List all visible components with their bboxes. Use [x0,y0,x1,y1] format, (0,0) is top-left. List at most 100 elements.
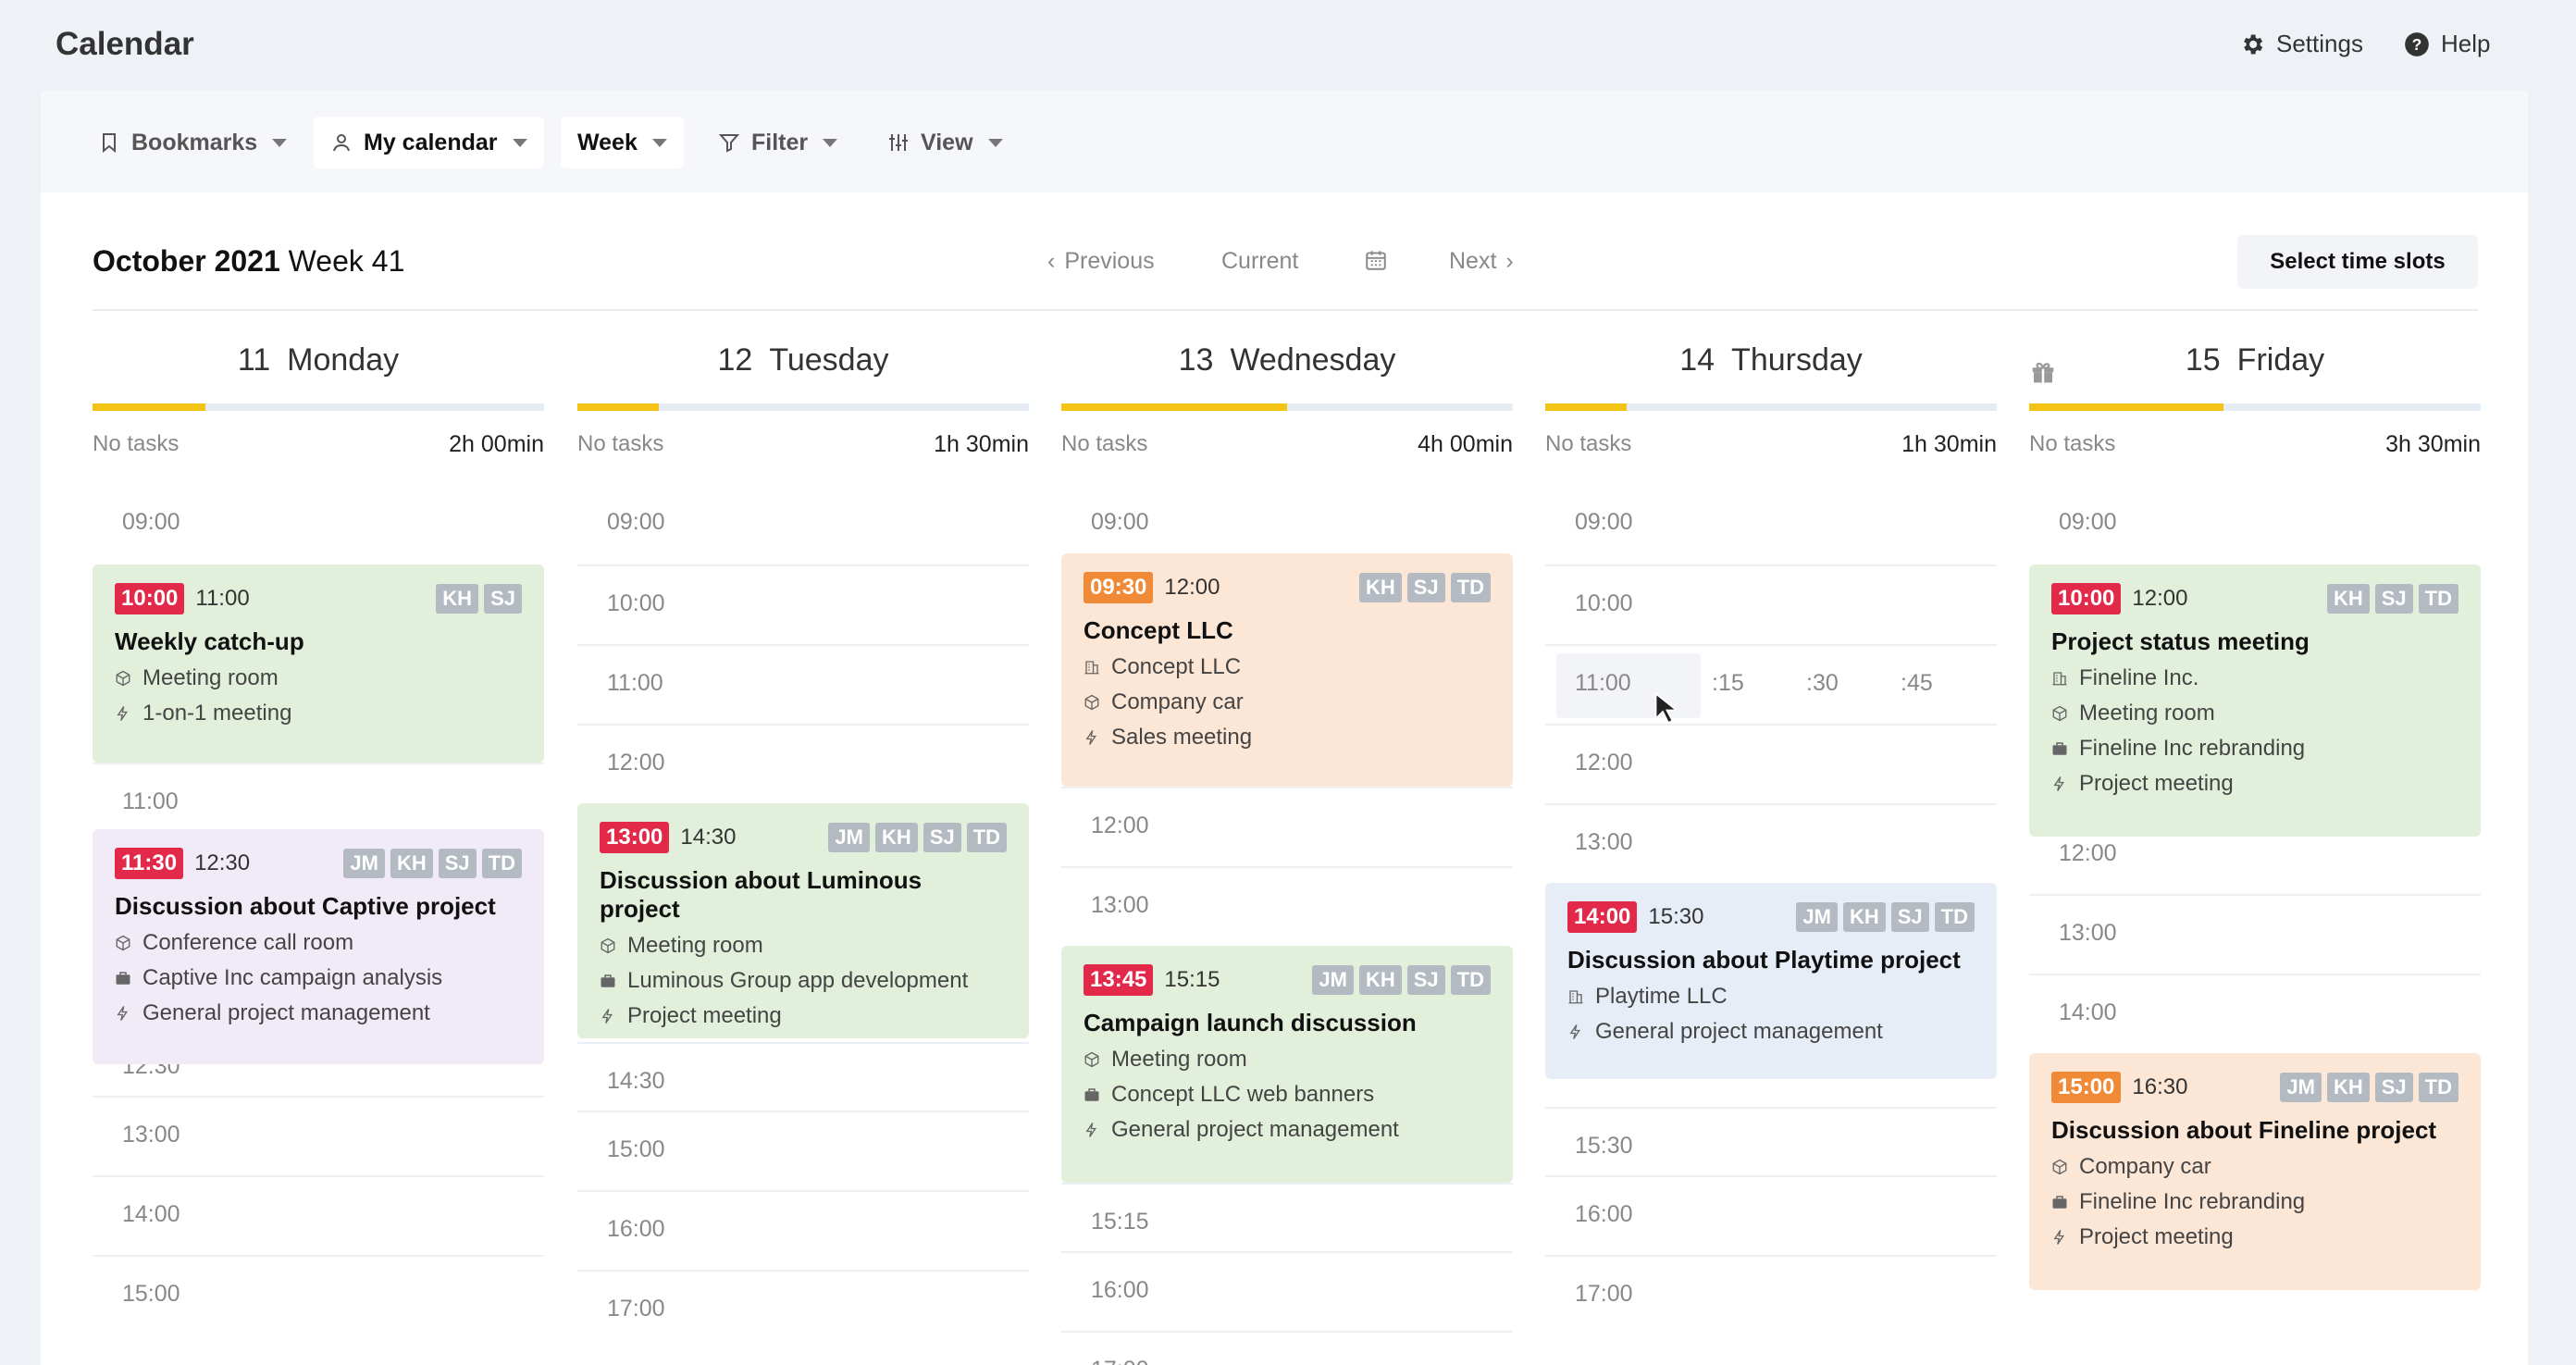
avatar[interactable]: KH [1842,902,1886,932]
help-link[interactable]: ? Help [2404,30,2490,58]
slot-time: 17:00 [1091,1357,1149,1365]
time-slot[interactable]: 16:00 [577,1190,1029,1270]
next-button[interactable]: Next › [1449,248,1514,275]
time-slot[interactable]: 09:00 [577,485,1029,565]
my-calendar-dropdown[interactable]: My calendar [314,117,544,168]
time-slot[interactable]: 14:00 [93,1175,544,1255]
event-card[interactable]: 10:00 11:00 KH SJ Weekly catch-up Meeting roo… [93,565,544,763]
day-header[interactable]: 12 Tuesday [577,342,1029,378]
avatar[interactable]: TD [1450,573,1491,602]
event-card[interactable]: 10:00 12:00 KH SJ TD Project status meeting Fi… [2029,565,2481,837]
time-slot[interactable]: 10:00 [1545,565,1997,644]
day-header[interactable]: 13 Wednesday [1061,342,1513,378]
avatar[interactable]: KH [436,584,479,614]
time-slot[interactable]: 11:00 [577,644,1029,724]
avatar[interactable]: TD [481,849,522,878]
event-detail: Company car [2051,1154,2458,1180]
quarter-slot[interactable]: :45 [1901,670,1933,696]
time-slot[interactable]: 15:15 [1061,1183,1513,1262]
time-slot[interactable]: 12:00 [1545,724,1997,803]
avatar[interactable]: SJ [923,823,961,852]
event-time-row: 10:00 12:00 KH SJ TD [2051,583,2458,614]
event-card[interactable]: 14:00 15:30 JM KH SJ TD Discussion about Playt… [1545,883,1997,1079]
event-card[interactable]: 11:30 12:30 JM KH SJ TD Discussion about Capti… [93,829,544,1064]
day-progress-bar [577,403,1029,411]
previous-button[interactable]: ‹ Previous [1047,248,1155,275]
day-number: 15 [2185,342,2221,378]
time-slot[interactable]: 13:00 [2029,894,2481,974]
avatar[interactable]: TD [2418,584,2458,614]
time-slot[interactable]: 15:00 [93,1255,544,1334]
date-picker-button[interactable] [1364,248,1388,272]
avatar[interactable]: KH [2326,1073,2370,1102]
time-slot[interactable]: 09:00 [1545,485,1997,565]
day-column-thursday: 14 Thursday No tasks 1h 30min 09:00 10:00:15:… [1545,342,1997,1365]
time-slot[interactable]: 12:00 [1061,787,1513,866]
event-card[interactable]: 09:30 12:00 KH SJ TD Concept LLC Concept LLC Co… [1061,553,1513,787]
current-button[interactable]: Current [1221,248,1298,275]
filter-dropdown[interactable]: Filter [701,117,854,168]
day-header[interactable]: 14 Thursday [1545,342,1997,378]
avatar[interactable]: SJ [1406,573,1445,602]
quarter-slot[interactable]: :15 [1712,670,1744,696]
avatar[interactable]: TD [1450,965,1491,995]
avatar[interactable]: SJ [1406,965,1445,995]
time-slot[interactable]: 11:00 [93,763,544,842]
time-slot[interactable]: 17:00 [1061,1331,1513,1365]
avatar[interactable]: TD [966,823,1007,852]
day-header[interactable]: 15 Friday [2029,342,2481,378]
bookmarks-dropdown[interactable]: Bookmarks [81,117,303,168]
my-calendar-label: My calendar [364,129,498,155]
event-card[interactable]: 13:00 14:30 JM KH SJ TD Discussion about Lumin… [577,803,1029,1038]
avatar[interactable]: SJ [438,849,477,878]
avatar[interactable]: SJ [2374,1073,2413,1102]
event-card[interactable]: 13:45 15:15 JM KH SJ TD Campaign launch discus… [1061,946,1513,1183]
avatar[interactable]: JM [1312,965,1354,995]
avatar[interactable]: JM [828,823,870,852]
avatar[interactable]: TD [2418,1073,2458,1102]
avatar[interactable]: TD [1934,902,1975,932]
time-slot[interactable]: 15:30 [1545,1107,1997,1186]
time-slot[interactable]: 16:00 [1061,1251,1513,1331]
time-slot[interactable]: 12:00 [577,724,1029,803]
day-number: 14 [1679,342,1715,378]
event-attendees: JM KH SJ TD [828,823,1007,852]
day-header[interactable]: 11 Monday [93,342,544,378]
event-detail-text: General project management [1595,1019,1883,1044]
time-slot[interactable]: 10:00 [577,565,1029,644]
avatar[interactable]: KH [1358,965,1402,995]
avatar[interactable]: SJ [2374,584,2413,614]
time-slot[interactable]: :15:30:45 11:00 [1545,644,1997,724]
time-slot[interactable]: 13:00 [1545,803,1997,883]
time-slot[interactable]: 13:00 [1061,866,1513,946]
avatar[interactable]: SJ [1890,902,1929,932]
event-card[interactable]: 15:00 16:30 JM KH SJ TD Discussion about Finel… [2029,1053,2481,1290]
quarter-slot[interactable]: :30 [1806,670,1839,696]
time-slot[interactable]: 16:00 [1545,1175,1997,1255]
time-slot[interactable]: 17:00 [577,1270,1029,1349]
avatar[interactable]: JM [343,849,385,878]
view-dropdown[interactable]: View [871,117,1020,168]
avatar[interactable]: KH [390,849,433,878]
time-slot[interactable]: 17:00 [1545,1255,1997,1334]
event-time-row: 10:00 11:00 KH SJ [115,583,522,614]
time-slot[interactable]: 14:00 [2029,974,2481,1053]
avatar[interactable]: SJ [484,584,522,614]
avatar[interactable]: JM [1796,902,1838,932]
header-divider [93,309,2478,311]
avatar[interactable]: KH [874,823,918,852]
time-slot[interactable]: 09:00 [1061,485,1513,565]
week-dropdown[interactable]: Week [561,117,684,168]
avatar[interactable]: KH [2326,584,2370,614]
time-slot[interactable]: 13:00 [93,1096,544,1175]
avatar[interactable]: JM [2280,1073,2322,1102]
time-slot[interactable]: 09:00 [93,485,544,565]
time-slot[interactable]: 09:00 [2029,485,2481,565]
event-detail: Concept LLC [1084,654,1491,680]
time-slot[interactable]: 15:00 [577,1111,1029,1190]
settings-link[interactable]: Settings [2239,30,2363,58]
avatar[interactable]: KH [1358,573,1402,602]
select-time-slots-button[interactable]: Select time slots [2237,235,2478,289]
time-slot[interactable]: 14:30 [577,1042,1029,1122]
event-end-time: 15:15 [1164,967,1220,992]
